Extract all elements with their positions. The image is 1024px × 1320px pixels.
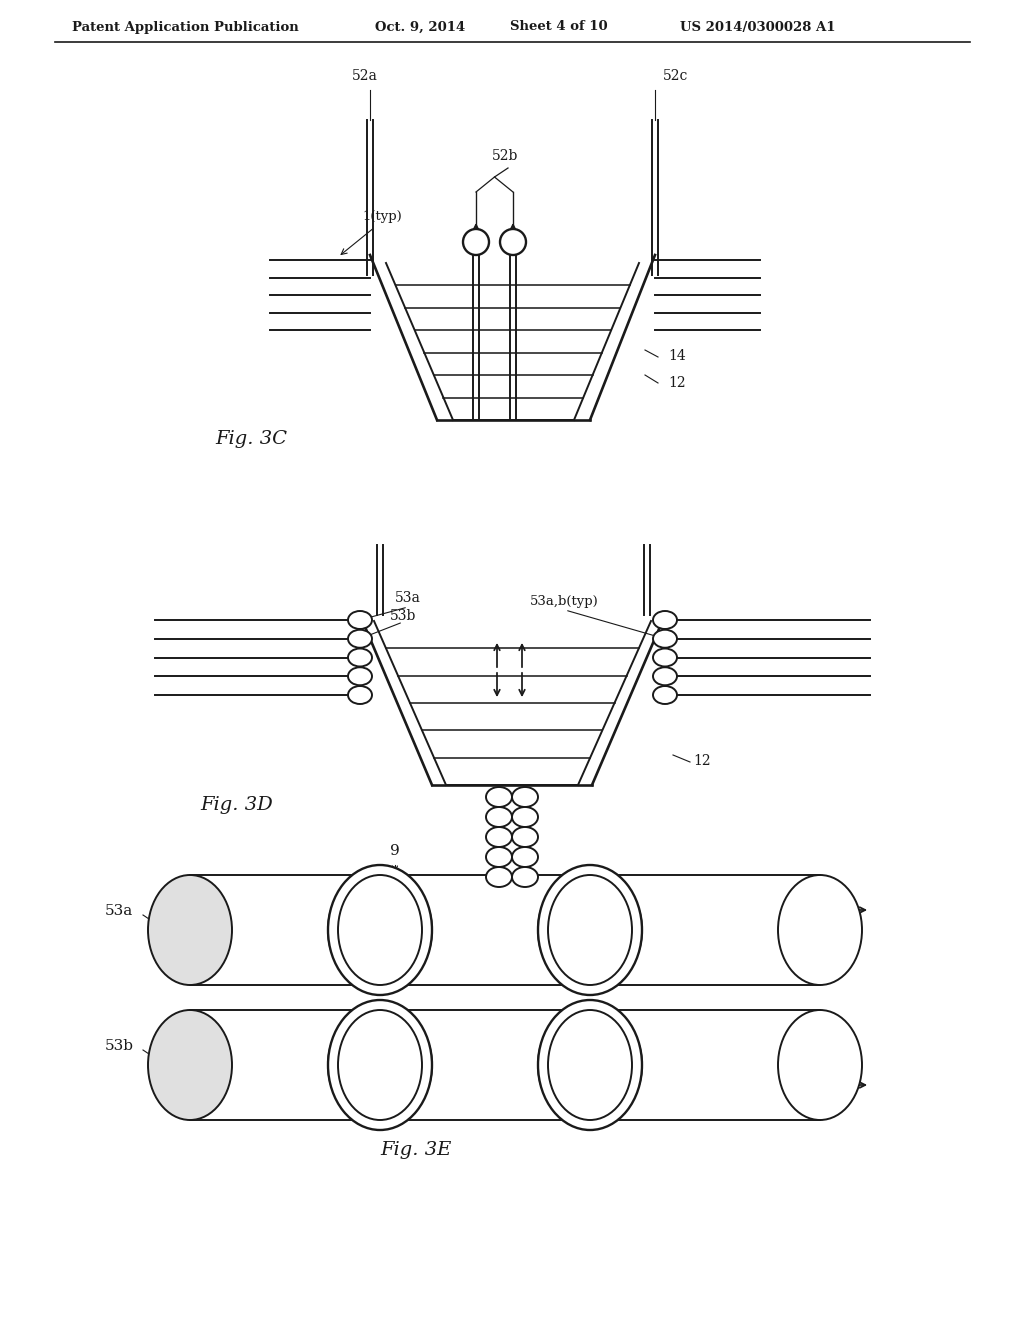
Ellipse shape	[328, 875, 412, 985]
Ellipse shape	[486, 847, 512, 867]
Ellipse shape	[548, 1010, 632, 1119]
Ellipse shape	[558, 875, 642, 985]
Ellipse shape	[328, 1010, 412, 1119]
Ellipse shape	[148, 1010, 232, 1119]
Text: 53b: 53b	[105, 1039, 134, 1053]
Ellipse shape	[512, 787, 538, 807]
Text: 53a: 53a	[395, 591, 421, 605]
Text: 53a: 53a	[105, 904, 133, 917]
Ellipse shape	[348, 630, 372, 648]
Ellipse shape	[486, 787, 512, 807]
Polygon shape	[190, 1010, 370, 1119]
Ellipse shape	[348, 1010, 432, 1119]
Ellipse shape	[348, 667, 372, 685]
Ellipse shape	[338, 1010, 422, 1119]
Text: 12: 12	[668, 376, 686, 389]
Circle shape	[463, 228, 489, 255]
Ellipse shape	[348, 648, 372, 667]
Ellipse shape	[778, 875, 862, 985]
Text: 52b: 52b	[492, 149, 518, 162]
Polygon shape	[600, 1010, 820, 1119]
Ellipse shape	[538, 865, 642, 995]
Ellipse shape	[653, 686, 677, 704]
Ellipse shape	[548, 875, 632, 985]
Ellipse shape	[486, 867, 512, 887]
Ellipse shape	[512, 867, 538, 887]
Ellipse shape	[512, 828, 538, 847]
Text: 9: 9	[390, 843, 399, 858]
Ellipse shape	[653, 630, 677, 648]
Ellipse shape	[653, 648, 677, 667]
Ellipse shape	[338, 875, 422, 985]
Text: Sheet 4 of 10: Sheet 4 of 10	[510, 21, 607, 33]
Text: Fig. 3C: Fig. 3C	[215, 430, 287, 447]
Ellipse shape	[348, 686, 372, 704]
Ellipse shape	[486, 828, 512, 847]
Ellipse shape	[778, 1010, 862, 1119]
Text: Fig. 3D: Fig. 3D	[200, 796, 272, 814]
Ellipse shape	[486, 807, 512, 828]
Polygon shape	[390, 1010, 580, 1119]
Text: 52c: 52c	[663, 69, 688, 83]
Ellipse shape	[653, 611, 677, 630]
Text: Fig. 3E: Fig. 3E	[380, 1140, 452, 1159]
Ellipse shape	[653, 667, 677, 685]
Ellipse shape	[328, 865, 432, 995]
Ellipse shape	[328, 1001, 432, 1130]
Ellipse shape	[512, 807, 538, 828]
Polygon shape	[190, 875, 370, 985]
Text: 53a,b(typ): 53a,b(typ)	[530, 595, 599, 609]
Polygon shape	[390, 875, 580, 985]
Text: US 2014/0300028 A1: US 2014/0300028 A1	[680, 21, 836, 33]
Ellipse shape	[538, 1001, 642, 1130]
Ellipse shape	[348, 875, 432, 985]
Ellipse shape	[538, 1010, 622, 1119]
Text: 52a: 52a	[352, 69, 378, 83]
Text: 53b: 53b	[390, 609, 417, 623]
Text: Oct. 9, 2014: Oct. 9, 2014	[375, 21, 465, 33]
Text: 14: 14	[668, 348, 686, 363]
Ellipse shape	[148, 875, 232, 985]
Circle shape	[500, 228, 526, 255]
Polygon shape	[600, 875, 820, 985]
Text: 12: 12	[693, 754, 711, 768]
Text: Patent Application Publication: Patent Application Publication	[72, 21, 299, 33]
Ellipse shape	[558, 1010, 642, 1119]
Ellipse shape	[538, 875, 622, 985]
Ellipse shape	[348, 611, 372, 630]
Ellipse shape	[512, 847, 538, 867]
Text: 1(typ): 1(typ)	[362, 210, 401, 223]
